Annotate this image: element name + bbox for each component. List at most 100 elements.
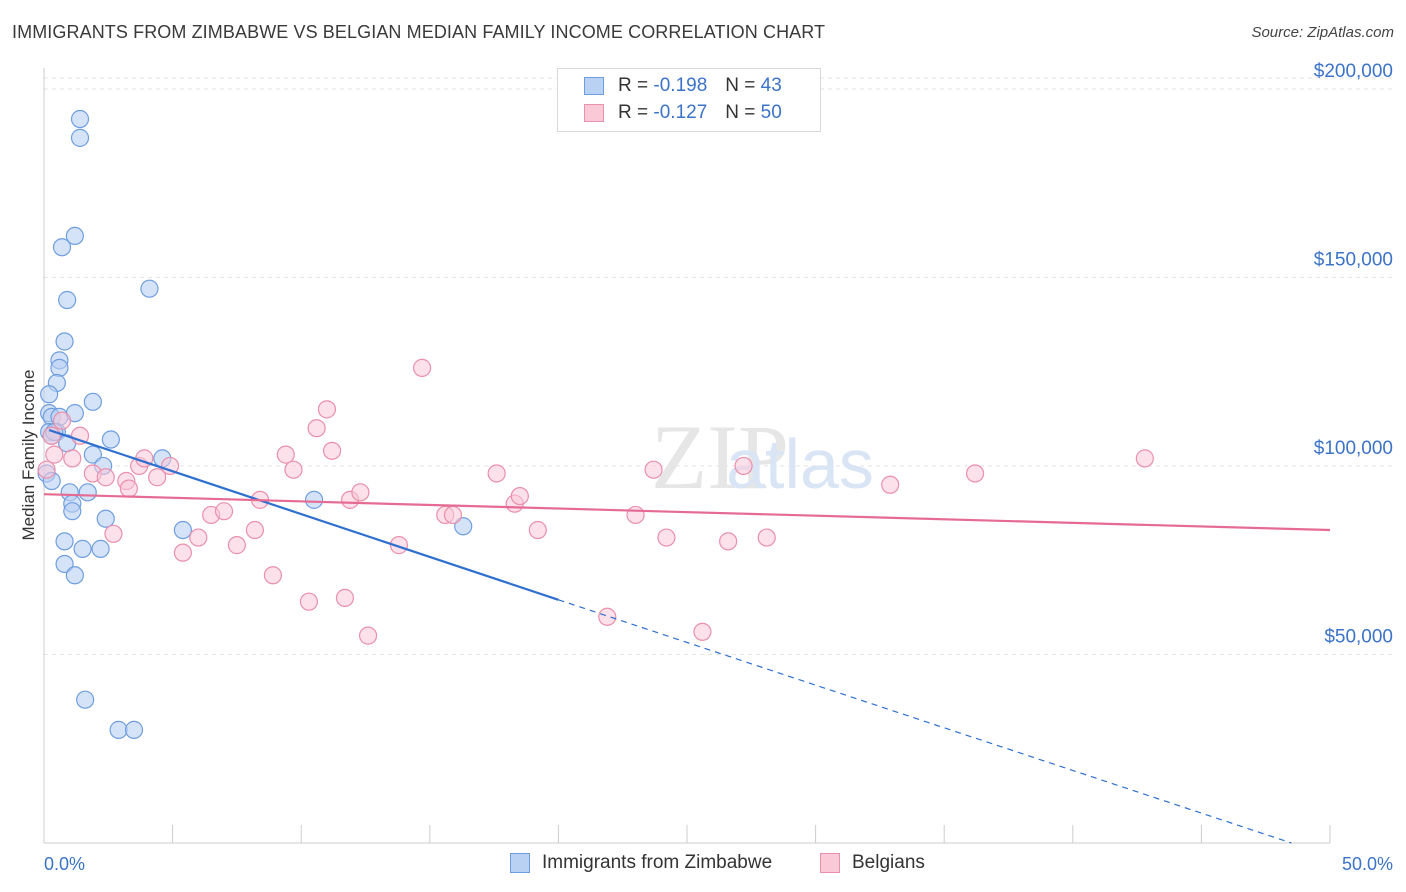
y-tick-label: $100,000 — [1314, 438, 1393, 459]
legend-swatch-pink — [584, 104, 604, 122]
data-point-belgians — [528, 520, 547, 540]
legend-swatch-blue — [510, 853, 530, 873]
data-point-zimbabwe — [70, 109, 90, 129]
legend-swatch-blue — [584, 77, 604, 95]
data-point-zimbabwe — [40, 385, 59, 404]
data-point-belgians — [719, 532, 738, 551]
data-point-zimbabwe — [65, 226, 84, 246]
data-point-belgians — [487, 464, 506, 483]
data-point-belgians — [263, 566, 283, 585]
data-point-belgians — [644, 460, 663, 479]
data-point-belgians — [276, 445, 295, 464]
data-point-zimbabwe — [65, 566, 84, 585]
legend-n-label: N = — [725, 102, 756, 123]
data-point-belgians — [104, 524, 123, 543]
source-label: Source: ZipAtlas.com — [1251, 24, 1394, 41]
x-tick-label: 0.0% — [44, 854, 85, 874]
legend-n-value: 43 — [760, 75, 782, 96]
data-point-belgians — [45, 445, 64, 464]
legend-row-belgians: R = -0.127 N = 50 — [584, 102, 782, 124]
data-point-belgians — [734, 456, 753, 476]
data-point-belgians — [657, 528, 676, 547]
data-point-belgians — [189, 528, 208, 547]
data-point-zimbabwe — [78, 483, 97, 502]
data-point-zimbabwe — [55, 332, 74, 351]
data-point-belgians — [322, 441, 342, 460]
legend-r-label: R = — [618, 102, 649, 123]
data-point-zimbabwe — [55, 554, 74, 574]
data-point-belgians — [119, 479, 138, 498]
legend-item-belgians[interactable]: Belgians — [820, 852, 925, 874]
data-point-belgians — [284, 460, 303, 479]
data-point-belgians — [96, 468, 115, 487]
data-point-belgians — [245, 520, 265, 540]
data-point-zimbabwe — [101, 430, 120, 449]
data-point-belgians — [626, 505, 645, 525]
legend-item-label: Immigrants from Zimbabwe — [542, 852, 773, 873]
trend-line-zimbabwe-extrapolated — [558, 599, 1292, 844]
data-point-zimbabwe — [454, 517, 473, 536]
data-point-zimbabwe — [63, 502, 82, 521]
data-point-belgians — [412, 358, 432, 377]
data-point-zimbabwe — [96, 509, 115, 528]
data-point-belgians — [351, 483, 370, 502]
data-point-belgians — [299, 592, 319, 611]
data-point-zimbabwe — [50, 358, 69, 377]
data-point-belgians — [227, 536, 246, 555]
data-point-belgians — [358, 626, 378, 645]
data-point-belgians — [160, 456, 180, 476]
trend-line-zimbabwe — [48, 429, 559, 601]
data-point-belgians — [1135, 449, 1154, 468]
series-belgians — [37, 358, 1154, 645]
legend-r-value: -0.127 — [653, 102, 708, 123]
data-point-belgians — [443, 505, 463, 525]
data-point-belgians — [757, 528, 776, 547]
data-point-zimbabwe — [91, 539, 110, 558]
data-point-belgians — [598, 607, 617, 626]
x-tick-labels: 0.0% 50.0% — [44, 854, 1393, 874]
watermark: ZIP — [651, 406, 789, 508]
data-point-zimbabwe — [55, 532, 74, 551]
legend-n-label: N = — [725, 75, 756, 96]
data-point-zimbabwe — [83, 392, 102, 411]
y-tick-labels: $50,000 $100,000 $150,000 $200,000 — [1314, 61, 1393, 648]
data-point-belgians — [693, 622, 712, 641]
y-tick-label: $150,000 — [1314, 249, 1393, 270]
data-point-belgians — [37, 460, 56, 479]
correlation-legend: R = -0.198 N = 43 R = -0.127 N = 50 — [557, 68, 821, 132]
data-point-belgians — [173, 543, 192, 562]
data-point-zimbabwe — [52, 238, 72, 257]
data-point-zimbabwe — [304, 490, 324, 509]
legend-n-value: 50 — [760, 102, 782, 123]
legend-row-zimbabwe: R = -0.198 N = 43 — [584, 75, 782, 97]
trend-lines — [43, 429, 1331, 844]
data-point-zimbabwe — [70, 128, 90, 147]
x-tick-label: 50.0% — [1342, 854, 1393, 874]
data-point-belgians — [965, 464, 985, 483]
data-point-zimbabwe — [173, 520, 192, 540]
series-legend: Immigrants from Zimbabwe Belgians — [0, 852, 1406, 878]
legend-swatch-pink — [820, 853, 840, 873]
data-point-zimbabwe — [83, 445, 102, 464]
data-point-belgians — [148, 468, 167, 487]
data-point-belgians — [389, 536, 409, 555]
gridlines — [44, 77, 1392, 655]
legend-item-zimbabwe[interactable]: Immigrants from Zimbabwe — [510, 852, 772, 874]
data-point-zimbabwe — [124, 720, 144, 739]
data-point-belgians — [510, 486, 529, 506]
y-tick-label: $200,000 — [1314, 61, 1393, 82]
trend-line-belgians — [43, 493, 1331, 532]
legend-item-label: Belgians — [852, 852, 925, 873]
data-point-zimbabwe — [73, 539, 92, 558]
data-point-zimbabwe — [76, 690, 95, 709]
data-point-belgians — [214, 502, 234, 521]
data-point-belgians — [307, 419, 326, 438]
legend-r-label: R = — [618, 75, 649, 96]
data-point-belgians — [317, 400, 337, 419]
legend-r-value: -0.198 — [653, 75, 708, 96]
data-point-zimbabwe — [140, 279, 159, 298]
data-point-belgians — [335, 588, 355, 608]
data-point-belgians — [881, 475, 900, 494]
series-zimbabwe — [37, 109, 473, 739]
